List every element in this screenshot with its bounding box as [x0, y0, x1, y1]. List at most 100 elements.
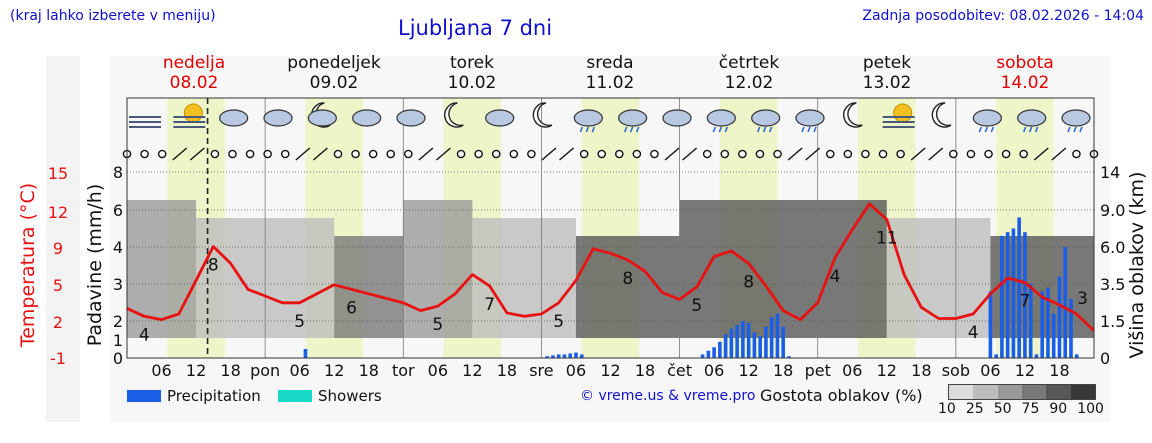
day-label: nedelja 08.02: [124, 53, 264, 93]
cloudy-icon: [662, 109, 692, 127]
weather-icon-row: [129, 102, 1091, 133]
x-tick-label: 06: [980, 361, 1000, 380]
wind-marker: [189, 147, 205, 161]
precipitation-bar: [712, 347, 716, 358]
precipitation-bar: [1034, 354, 1039, 358]
calm-circle: [491, 149, 501, 159]
cloud-height-tick-label: 1.5: [1100, 312, 1125, 331]
moon-icon: [843, 102, 863, 128]
partly-cloudy-icon: [485, 109, 515, 127]
cloud-block: [575, 236, 680, 338]
calm-circle: [368, 149, 378, 159]
wind-marker: [295, 147, 311, 161]
precipitation-bar: [1017, 217, 1021, 358]
cloud-scale-swatch: [1070, 385, 1095, 399]
day-name: sreda: [586, 53, 634, 73]
temperature-label: 7: [1020, 292, 1031, 312]
wind-marker: [280, 149, 290, 159]
rain-icon: [706, 109, 736, 133]
precipitation-bar: [556, 354, 561, 358]
wind-barb: [1033, 147, 1049, 161]
legend-precipitation-swatch: [127, 390, 161, 402]
calm-circle: [228, 149, 237, 159]
calm-circle: [1001, 149, 1011, 159]
x-tick-label: 06: [428, 361, 448, 380]
wind-marker: [368, 149, 378, 159]
cloud-scale-label: 25: [965, 401, 984, 417]
legend-precipitation-label: Precipitation: [167, 387, 261, 405]
calm-circle: [351, 149, 360, 159]
precipitation-bar: [1069, 298, 1073, 358]
x-tick-label: pet: [805, 361, 831, 380]
precipitation-bar: [574, 352, 578, 358]
calm-circle: [263, 149, 272, 159]
wind-marker: [787, 147, 803, 161]
rain-drop: [712, 126, 717, 133]
wind-marker: [140, 149, 149, 159]
wind-marker: [949, 149, 958, 159]
temperature-label: 11: [876, 229, 898, 249]
wind-barb: [787, 147, 803, 161]
wind-barb: [664, 147, 680, 161]
precipitation-bar: [303, 349, 308, 358]
day-date: 12.02: [724, 73, 774, 93]
cloud-density-scale: [948, 384, 1096, 400]
precipitation-bar: [1040, 291, 1044, 358]
rain-drop: [813, 126, 817, 133]
calm-circle: [140, 149, 149, 159]
cloud-height-tick-label: 6.0: [1100, 238, 1125, 257]
rain-drop: [990, 126, 995, 133]
wind-marker: [755, 149, 765, 159]
fog-sun-icon: [173, 103, 206, 128]
cloud-shape: [485, 109, 515, 127]
temp-tick-label: 2: [53, 313, 63, 332]
wind-marker: [210, 149, 220, 159]
cloud-shape: [573, 109, 603, 127]
x-tick-label: pon: [250, 361, 280, 380]
calm-circle: [474, 149, 483, 159]
wind-marker: [632, 149, 642, 159]
wind-marker: [825, 149, 835, 159]
wind-barb: [436, 147, 451, 161]
moon-cloud-icon: [307, 102, 337, 128]
wind-marker: [720, 149, 730, 159]
wind-marker: [664, 147, 680, 161]
rain-drop: [1034, 126, 1039, 133]
wind-marker: [1001, 149, 1011, 159]
credit-link[interactable]: © vreme.us & vreme.pro: [580, 388, 756, 404]
calm-circle: [614, 149, 624, 159]
day-label: petek 13.02: [817, 53, 957, 93]
day-date: 14.02: [1000, 73, 1050, 93]
precipitation-bar: [735, 324, 739, 358]
cloudy-icon: [263, 109, 293, 127]
precipitation-bar: [741, 321, 745, 358]
precipitation-bar: [769, 317, 774, 358]
rain-drop: [978, 126, 983, 133]
rain-icon: [795, 109, 825, 133]
x-tick-label: sob: [942, 361, 970, 380]
temp-axis-title: Temperatura (°C): [17, 183, 39, 348]
precipitation-bar: [562, 354, 567, 358]
precipitation-bar: [1051, 313, 1056, 358]
plot-frame: [126, 97, 1095, 359]
precipitation-bar: [746, 322, 751, 358]
x-tick-label: 06: [289, 361, 309, 380]
rain-drop: [768, 126, 773, 133]
day-name: četrtek: [718, 53, 780, 73]
calm-circle: [579, 149, 589, 159]
day-date: 08.02: [169, 73, 219, 93]
day-label: četrtek 12.02: [679, 53, 819, 93]
rain-drop: [579, 126, 584, 133]
calm-circle: [245, 149, 255, 159]
calm-circle: [456, 149, 466, 159]
temp-tick-label: 15: [48, 164, 68, 183]
wind-marker: [404, 149, 413, 159]
calm-circle: [509, 149, 519, 159]
wind-marker: [456, 149, 466, 159]
wind-barb: [418, 147, 434, 161]
wind-barb: [312, 147, 328, 161]
cloud-height-tick-label: 14: [1100, 163, 1120, 182]
rain-drop: [623, 126, 628, 133]
precipitation-bar: [1023, 232, 1027, 358]
